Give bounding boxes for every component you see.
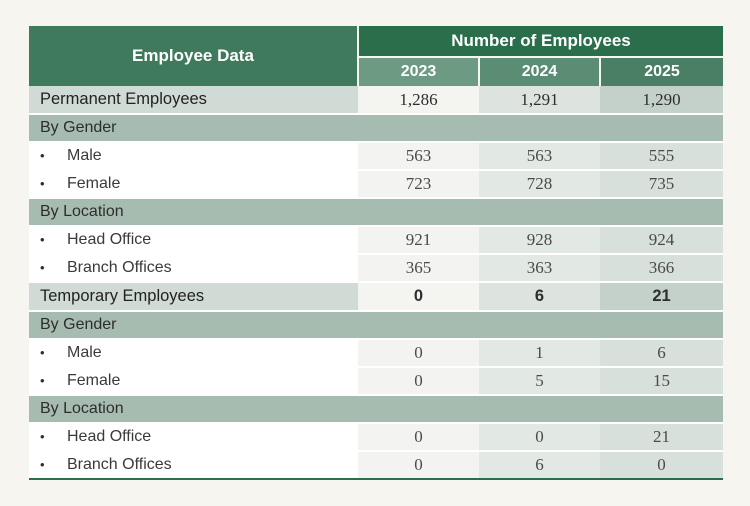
- section-row-temporary-by-gender: By Gender: [29, 311, 724, 340]
- row-label: Female: [67, 372, 121, 389]
- bullet-icon: [40, 428, 67, 446]
- table-row-temporary-employees: Temporary Employees 0 6 21: [29, 282, 724, 312]
- bullet-icon: [40, 372, 67, 390]
- section-label: By Gender: [29, 311, 724, 340]
- cell-2024: 363: [479, 254, 600, 283]
- bullet-icon: [40, 344, 67, 362]
- row-header-employee-data: Employee Data: [29, 26, 359, 86]
- table-row-temporary-head-office: Head Office 0 0 21: [29, 423, 724, 452]
- row-label: Permanent Employees: [29, 86, 358, 115]
- table-row-permanent-male: Male 563 563 555: [29, 142, 724, 171]
- cell-2023: 723: [358, 170, 479, 199]
- table-row-temporary-female: Female 0 5 15: [29, 367, 724, 396]
- cell-2025: 15: [600, 367, 724, 396]
- section-label: By Gender: [29, 114, 724, 143]
- cell-2023: 0: [358, 367, 479, 396]
- cell-2024: 1: [479, 339, 600, 368]
- table-row-permanent-branch-offices: Branch Offices 365 363 366: [29, 254, 724, 283]
- table-row-temporary-male: Male 0 1 6: [29, 339, 724, 368]
- cell-2025: 555: [600, 142, 724, 171]
- table-row-permanent-female: Female 723 728 735: [29, 170, 724, 199]
- row-label: Male: [67, 344, 102, 361]
- cell-2025: 1,290: [600, 86, 724, 115]
- cell-2023: 365: [358, 254, 479, 283]
- table-row-permanent-head-office: Head Office 921 928 924: [29, 226, 724, 255]
- bullet-icon: [40, 231, 67, 249]
- cell-2025: 21: [600, 282, 724, 312]
- section-label: By Location: [29, 395, 724, 424]
- row-label: Head Office: [67, 428, 152, 445]
- row-label: Temporary Employees: [29, 282, 358, 312]
- cell-2024: 1,291: [479, 86, 600, 115]
- cell-2024: 6: [479, 451, 600, 480]
- section-row-permanent-by-gender: By Gender: [29, 114, 724, 143]
- cell-2024: 5: [479, 367, 600, 396]
- row-label: Male: [67, 147, 102, 164]
- cell-2023: 0: [358, 451, 479, 480]
- bullet-icon: [40, 259, 67, 277]
- table-row-permanent-employees: Permanent Employees 1,286 1,291 1,290: [29, 86, 724, 115]
- bullet-icon: [40, 175, 67, 193]
- row-label: Female: [67, 175, 121, 192]
- row-label: Branch Offices: [67, 259, 172, 276]
- cell-2024: 563: [479, 142, 600, 171]
- cell-2024: 928: [479, 226, 600, 255]
- cell-2023: 0: [358, 282, 479, 312]
- cell-2023: 921: [358, 226, 479, 255]
- cell-2025: 21: [600, 423, 724, 452]
- employee-table-container: Employee Data Number of Employees 2023 2…: [29, 26, 724, 480]
- cell-2025: 6: [600, 339, 724, 368]
- row-label: Head Office: [67, 231, 152, 248]
- employee-data-table: Employee Data Number of Employees 2023 2…: [29, 26, 724, 480]
- cell-2023: 0: [358, 423, 479, 452]
- cell-2025: 735: [600, 170, 724, 199]
- cell-2023: 0: [358, 339, 479, 368]
- cell-2024: 6: [479, 282, 600, 312]
- section-label: By Location: [29, 198, 724, 227]
- cell-2023: 1,286: [358, 86, 479, 115]
- bullet-icon: [40, 147, 67, 165]
- year-header-2024: 2024: [479, 57, 601, 86]
- cell-2025: 366: [600, 254, 724, 283]
- row-label: Branch Offices: [67, 456, 172, 473]
- cell-2025: 0: [600, 451, 724, 480]
- cell-2024: 0: [479, 423, 600, 452]
- bullet-icon: [40, 456, 67, 474]
- section-row-permanent-by-location: By Location: [29, 198, 724, 227]
- table-row-temporary-branch-offices: Branch Offices 0 6 0: [29, 451, 724, 480]
- cell-2024: 728: [479, 170, 600, 199]
- year-header-2025: 2025: [600, 57, 724, 86]
- cell-2025: 924: [600, 226, 724, 255]
- year-header-2023: 2023: [358, 57, 480, 86]
- section-row-temporary-by-location: By Location: [29, 395, 724, 424]
- cell-2023: 563: [358, 142, 479, 171]
- group-header-number-of-employees: Number of Employees: [358, 26, 724, 58]
